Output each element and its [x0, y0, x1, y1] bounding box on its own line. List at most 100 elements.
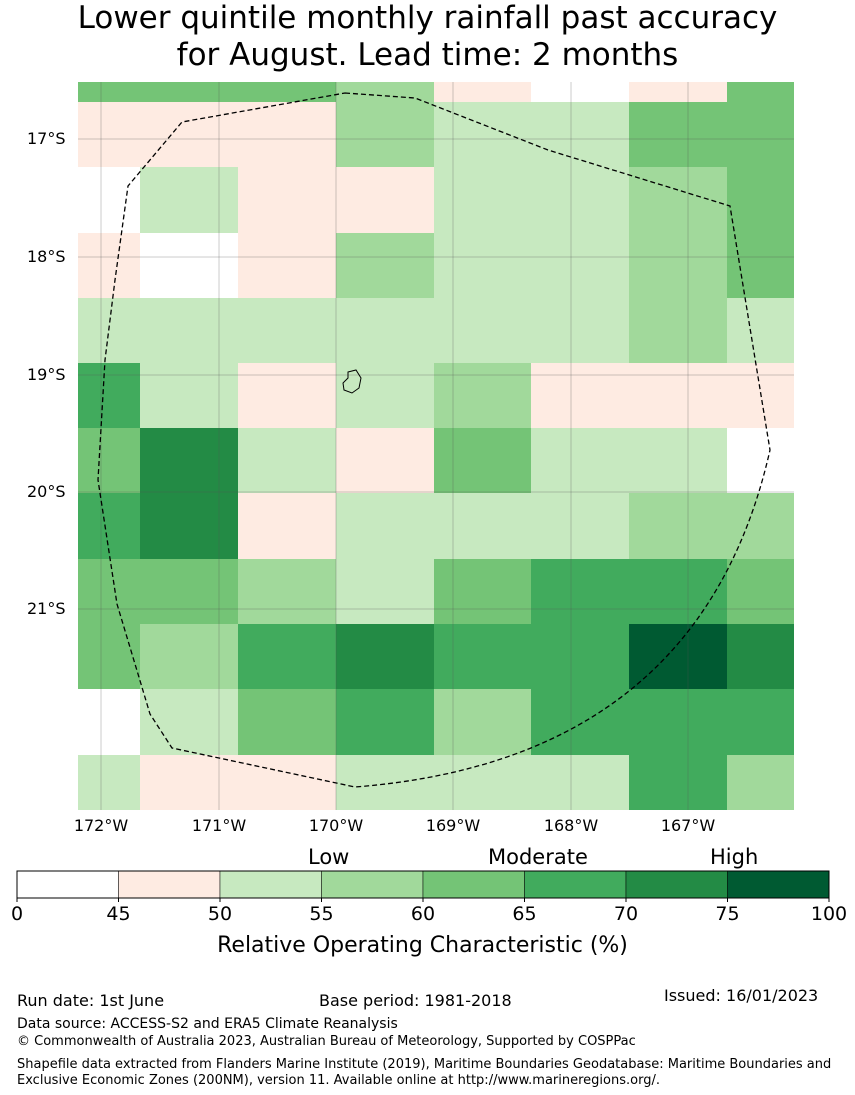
data-source: Data source: ACCESS-S2 and ERA5 Climate … — [17, 1016, 398, 1032]
copyright: © Commonwealth of Australia 2023, Austra… — [17, 1034, 636, 1049]
grid-cell — [336, 493, 434, 559]
title-line-1: Lower quintile monthly rainfall past acc… — [77, 0, 778, 36]
colorbar-tick-label: 50 — [207, 903, 233, 925]
latitude-label: 19°S — [27, 365, 66, 384]
grid-cell — [629, 624, 727, 689]
grid-cell — [336, 233, 434, 298]
grid-cell — [78, 363, 140, 428]
shapefile-credit: Shapefile data extracted from Flanders M… — [17, 1057, 832, 1088]
grid-cell — [434, 559, 531, 624]
grid-cell — [434, 167, 531, 233]
base-period: Base period: 1981-2018 — [319, 991, 512, 1010]
rainfall-accuracy-grid — [78, 82, 794, 810]
grid-cell — [140, 493, 238, 559]
grid-cell — [629, 493, 727, 559]
grid-cell — [629, 102, 727, 167]
latitude-label: 17°S — [27, 129, 66, 148]
eez-boundary — [97, 92, 771, 788]
grid-cell — [727, 559, 794, 624]
grid-cell — [434, 363, 531, 428]
grid-cell — [727, 624, 794, 689]
grid-cell — [238, 755, 336, 810]
grid-cell — [629, 559, 727, 624]
grid-cell — [140, 167, 238, 233]
grid-cell — [531, 689, 629, 755]
island-outline — [342, 369, 362, 394]
grid-cell — [727, 233, 794, 298]
colorbar-segment — [219, 870, 322, 899]
colorbar-segment — [524, 870, 627, 899]
grid-cell — [531, 755, 629, 810]
latitude-label: 18°S — [27, 247, 66, 266]
grid-cell — [336, 559, 434, 624]
grid-cell — [238, 82, 336, 102]
grid-cell — [78, 493, 140, 559]
grid-cell — [238, 689, 336, 755]
grid-cell — [727, 167, 794, 233]
grid-cell — [531, 102, 629, 167]
grid-cell — [140, 689, 238, 755]
grid-cell — [238, 298, 336, 363]
grid-cell — [531, 298, 629, 363]
grid-cell — [238, 167, 336, 233]
grid-cell — [531, 167, 629, 233]
colorbar-segment — [422, 870, 525, 899]
colorbar-tick-label: 70 — [613, 903, 639, 925]
grid-cell — [434, 689, 531, 755]
grid-cell — [629, 755, 727, 810]
grid-cell — [336, 363, 434, 428]
grid-cell — [78, 755, 140, 810]
grid-cell — [78, 624, 140, 689]
grid-cell — [238, 493, 336, 559]
grid-cell — [629, 363, 727, 428]
grid-cell — [629, 298, 727, 363]
grid-cell — [336, 102, 434, 167]
grid-cell — [78, 298, 140, 363]
grid-cell — [727, 298, 794, 363]
grid-cell — [140, 82, 238, 102]
grid-cell — [336, 298, 434, 363]
grid-cell — [78, 559, 140, 624]
grid-cell — [434, 102, 531, 167]
longitude-label: 170°W — [308, 816, 364, 835]
grid-cell — [727, 82, 794, 102]
grid-cell — [434, 428, 531, 493]
longitude-label: 171°W — [191, 816, 247, 835]
grid-cell — [140, 624, 238, 689]
issued-date: Issued: 16/01/2023 — [664, 986, 819, 1005]
grid-cell — [238, 363, 336, 428]
colorbar-segment — [727, 870, 830, 899]
grid-cell — [238, 559, 336, 624]
grid-cell — [238, 624, 336, 689]
run-date: Run date: 1st June — [17, 991, 165, 1010]
colorbar-tick-label: 60 — [410, 903, 436, 925]
colorbar-tick-label: 45 — [106, 903, 131, 925]
grid-cell — [531, 624, 629, 689]
grid-cell — [336, 624, 434, 689]
colorbar-tick-label: 75 — [715, 903, 740, 925]
colorbar-tick-label: 55 — [309, 903, 334, 925]
grid-cell — [78, 428, 140, 493]
grid-cell — [78, 102, 140, 167]
grid-cell — [629, 167, 727, 233]
grid-cell — [629, 428, 727, 493]
grid-cell — [531, 82, 629, 102]
grid-cell — [238, 102, 336, 167]
grid-cell — [238, 233, 336, 298]
grid-cell — [629, 689, 727, 755]
grid-cell — [140, 233, 238, 298]
longitude-label: 172°W — [73, 816, 129, 835]
colorbar-tick-label: 65 — [512, 903, 537, 925]
grid-cell — [336, 755, 434, 810]
grid-cell — [727, 689, 794, 755]
grid-cell — [434, 82, 531, 102]
longitude-label: 167°W — [660, 816, 716, 835]
grid-cell — [531, 559, 629, 624]
colorbar-segment — [16, 870, 119, 899]
grid-cell — [727, 428, 794, 493]
title-line-2: for August. Lead time: 2 months — [176, 37, 679, 73]
grid-cell — [727, 755, 794, 810]
longitude-label: 169°W — [425, 816, 481, 835]
colorbar-segment — [118, 870, 221, 899]
grid-cell — [434, 755, 531, 810]
